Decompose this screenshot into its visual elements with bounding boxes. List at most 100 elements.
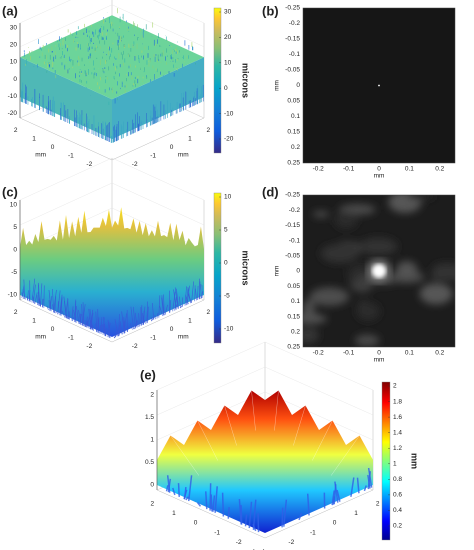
box-grid — [156, 341, 374, 391]
colorbar — [213, 192, 222, 344]
colorbar-label: microns — [241, 250, 251, 285]
colorbar-tick-label: 1.6 — [393, 414, 402, 421]
surface-spike — [191, 281, 195, 303]
surface-spike — [159, 306, 163, 316]
surface-spike — [81, 304, 84, 326]
surface-spike — [57, 290, 61, 315]
surface-ridge — [170, 435, 200, 476]
surface-spike — [130, 323, 133, 330]
spot — [378, 84, 380, 87]
panel-label: (d) — [262, 184, 279, 199]
surface-spike — [356, 477, 360, 494]
box-grid — [156, 391, 374, 441]
surface-spike — [114, 319, 119, 337]
box-grid — [19, 207, 205, 251]
surface-spike — [31, 278, 36, 303]
speckle-blob — [419, 283, 453, 305]
y-tick-label: 0.15 — [287, 313, 300, 320]
surface-spike — [90, 312, 94, 330]
surface-spike — [138, 313, 140, 327]
surface-spike — [205, 491, 208, 510]
left-tick-label: 2 — [14, 127, 18, 134]
surface-spike — [85, 323, 87, 327]
x-tick-label: 0.1 — [405, 350, 414, 357]
surface-spike — [177, 483, 180, 497]
y-tick-label: 0.2 — [291, 144, 300, 151]
box-grid — [19, 4, 205, 47]
surface-spike — [188, 293, 192, 303]
colorbar-tick-label: 0.6 — [393, 492, 402, 499]
x-axis-label: mm — [374, 357, 385, 364]
surface-spike — [198, 283, 202, 300]
z-tick-label: 2 — [150, 392, 154, 399]
right-axis-label: mm — [178, 333, 189, 340]
image — [303, 195, 455, 347]
surface-spike — [21, 292, 25, 299]
surface-spike — [38, 299, 41, 307]
spot — [372, 264, 386, 278]
surface-spike — [281, 507, 284, 528]
surface-spike — [363, 485, 367, 492]
surface-spike — [132, 306, 136, 329]
colorbar-tick-label: -5 — [224, 293, 230, 300]
surface-spike — [283, 499, 288, 527]
surface-spike — [71, 306, 74, 321]
surface-spike — [212, 495, 216, 512]
z-tick-label: -10 — [8, 292, 18, 299]
speckle-blob — [303, 326, 319, 344]
y-tick-label: 0.05 — [287, 98, 300, 105]
surface-spike — [185, 496, 189, 501]
box-grid — [156, 366, 374, 416]
surface-spike — [252, 523, 257, 532]
surface-spike — [336, 489, 341, 502]
left-tick-label: -1 — [68, 152, 74, 159]
right-tick-label: 1 — [354, 510, 358, 517]
right-tick-label: 1 — [188, 318, 192, 325]
left-tick-label: 0 — [194, 520, 198, 527]
right-axis-label: mm — [178, 151, 189, 158]
right-tick-label: 1 — [188, 136, 192, 143]
surface-spike — [331, 490, 335, 506]
y-tick-label: -0.05 — [285, 253, 300, 260]
colorbar-tick-label: 20 — [224, 34, 232, 41]
surface-spike — [146, 301, 148, 324]
surface-spike — [46, 305, 49, 311]
surface-spike — [99, 325, 102, 334]
colorbar-tick-label: 0 — [224, 85, 228, 92]
surface-ridge — [197, 420, 218, 461]
surface-ridge — [293, 405, 306, 446]
panel-label: (b) — [262, 3, 279, 18]
colorbar-tick-label: 1.2 — [393, 445, 402, 452]
surface-spike — [197, 285, 199, 301]
colorbar-tick-label: 30 — [224, 9, 232, 16]
speckle-blob — [312, 210, 330, 218]
surface-spike — [209, 483, 212, 511]
surface-spike — [95, 323, 97, 332]
surface-spike — [95, 311, 98, 333]
surface-spike — [174, 287, 179, 309]
left-tick-label: -2 — [86, 161, 92, 168]
surface-spike — [187, 287, 191, 304]
surface-spike — [179, 296, 181, 308]
axis-label: (x,y) mm — [252, 549, 277, 550]
right-tick-label: -1 — [150, 152, 156, 159]
right-tick-label: -2 — [132, 343, 138, 350]
colorbar — [381, 381, 391, 541]
left-axis-label: mm — [35, 151, 46, 158]
surface-spike — [147, 306, 149, 323]
surface-spike — [183, 489, 188, 500]
speckle-blob — [354, 334, 380, 347]
surface-spike — [164, 304, 168, 315]
surface-spike — [195, 288, 197, 301]
y-axis-label: mm — [274, 266, 281, 277]
surface-spike — [34, 292, 38, 304]
surface-spike — [367, 471, 372, 490]
colorbar-tick-label: 0.2 — [393, 523, 402, 530]
right-tick-label: -1 — [310, 529, 316, 536]
surface-plot — [156, 341, 374, 539]
y-tick-label: 0.25 — [287, 160, 300, 167]
surface-spike — [244, 514, 248, 527]
surface-spike — [23, 279, 26, 300]
surface-plot — [19, 157, 205, 343]
surface-spike — [210, 494, 213, 512]
